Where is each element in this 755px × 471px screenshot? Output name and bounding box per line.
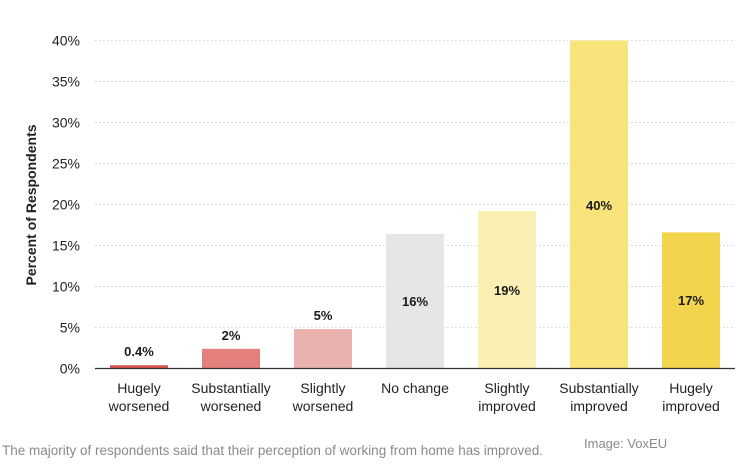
y-tick-label: 35% <box>52 74 80 90</box>
x-tick-label: worsened <box>292 398 354 414</box>
bar <box>202 348 260 369</box>
y-tick-label: 25% <box>52 156 80 172</box>
figure-caption: The majority of respondents said that th… <box>2 443 544 458</box>
data-label: 5% <box>314 308 333 323</box>
y-tick-label: 15% <box>52 238 80 254</box>
data-label: 40% <box>586 198 612 213</box>
bar <box>570 40 628 369</box>
y-tick-label: 10% <box>52 279 80 295</box>
data-label: 19% <box>494 283 520 298</box>
bar-chart: 0% 5% 10% 15% 20% 25% 30% 35% 40% Percent of Resp… <box>23 33 735 414</box>
x-tick-label: worsened <box>200 398 262 414</box>
image-credit: Image: VoxEU <box>584 436 668 451</box>
x-tick-label: worsened <box>108 398 170 414</box>
y-tick-label: 20% <box>52 197 80 213</box>
data-label: 2% <box>222 328 241 343</box>
bar <box>478 211 536 369</box>
bar <box>386 234 444 369</box>
data-label: 17% <box>678 293 704 308</box>
x-tick-label: Hugely <box>669 380 713 396</box>
data-label: 0.4% <box>124 344 154 359</box>
x-tick-label: Hugely <box>117 380 161 396</box>
x-tick-label: No change <box>381 380 449 396</box>
y-axis-label: Percent of Respondents <box>23 124 39 285</box>
x-tick-label: improved <box>662 398 720 414</box>
x-tick-label: improved <box>570 398 628 414</box>
x-tick-label: Substantially <box>191 380 270 396</box>
bar <box>294 329 352 369</box>
x-tick-label: Slightly <box>484 380 529 396</box>
y-tick-label: 0% <box>60 361 80 377</box>
bar <box>110 365 168 369</box>
data-label: 16% <box>402 294 428 309</box>
y-tick-label: 40% <box>52 33 80 49</box>
bar <box>662 232 720 369</box>
y-tick-label: 5% <box>60 320 80 336</box>
x-tick-label: Substantially <box>559 380 638 396</box>
x-tick-label: Slightly <box>300 380 345 396</box>
x-tick-label: improved <box>478 398 536 414</box>
y-tick-label: 30% <box>52 115 80 131</box>
